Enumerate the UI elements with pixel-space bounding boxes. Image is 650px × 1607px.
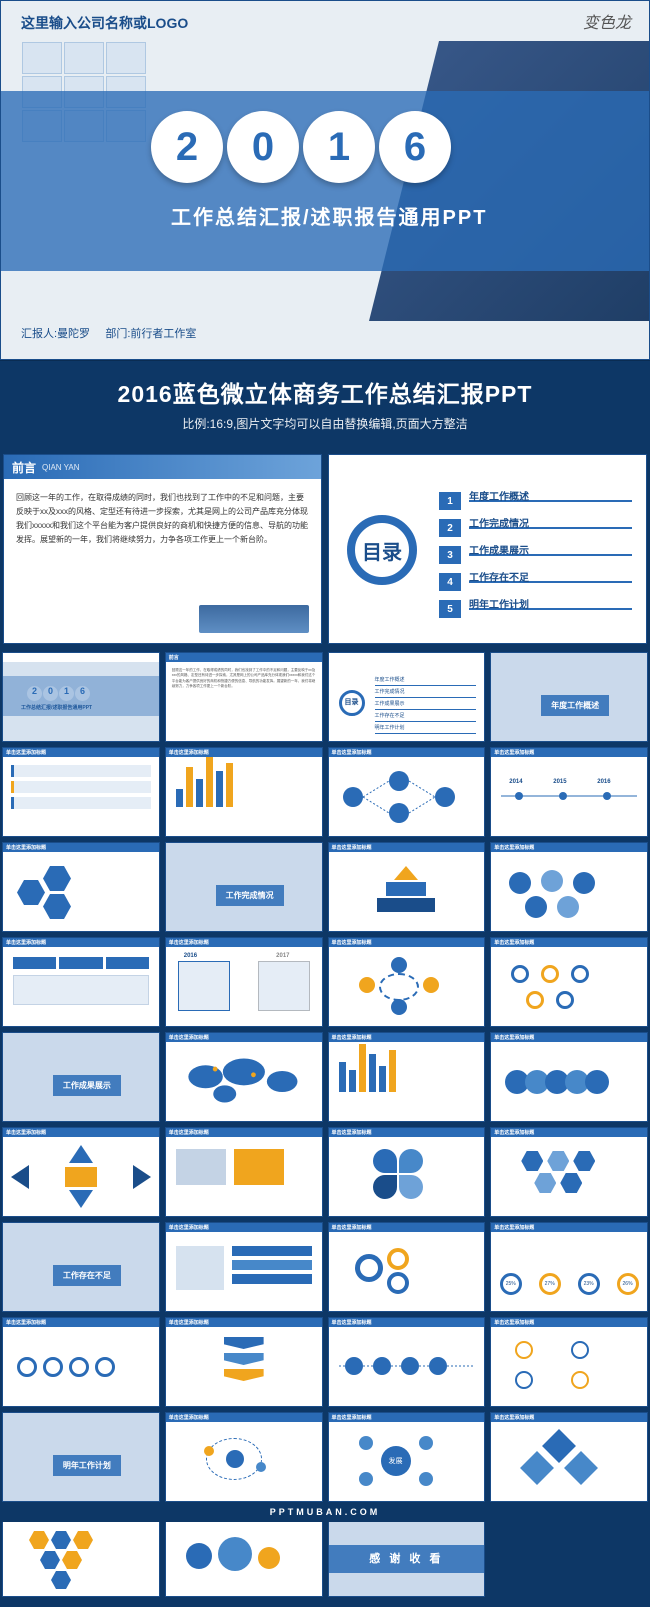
thumb-hex-grid: 单击这里添加标题 [490,1127,648,1217]
brand-watermark: 变色龙 [583,9,631,33]
toc-item: 3 [439,543,632,567]
dept-label: 部门: [105,328,130,340]
hero-subtitle: 工作总结汇报/述职报告通用PPT [171,201,487,230]
hero-slide: 这里输入公司名称或LOGO 变色龙 2 0 1 6 工作总结汇报/述职报告通用P… [0,0,650,360]
thumb-hexagons: 单击这里添加标题 [2,842,160,932]
footer: PPTMUBAN.COM [0,1504,650,1522]
thumb-ring-cluster: 单击这里添加标题 [490,937,648,1027]
mid-row: 前言 QIAN YAN 回顾这一年的工作，在取得成绩的同时，我们也找到了工作中的… [0,450,650,650]
year-digit: 6 [379,111,451,183]
thumb-section-4: 工作存在不足 [2,1222,160,1312]
banner-subtitle: 比例:16:9,图片文字均可以自由替换编辑,页面大方整洁 [8,415,642,432]
thumb-cycle: 单击这里添加标题 [328,937,486,1027]
preface-header: 前言 QIAN YAN [4,455,321,479]
thumb-diamond-cluster: 单击这里添加标题 [490,1412,648,1502]
thumb-bar-chart-2: 单击这里添加标题 [328,1032,486,1122]
thumb-arrows-cross: 单击这里添加标题 [2,1127,160,1217]
preface-pinyin: QIAN YAN [42,463,80,472]
thumb-gears: 单击这里添加标题 [328,1222,486,1312]
hero-meta: 汇报人:曼陀罗 部门:前行者工作室 [21,325,196,341]
year-circles: 2 0 1 6 [151,111,451,183]
thumb-preface-mini: 前言 回顾这一年的工作，在取得成绩的同时，我们也找到了工作中的不足和问题，主要反… [165,652,323,742]
thumb-boxes-lines: 单击这里添加标题 [490,1317,648,1407]
thumb-hands-list: 单击这里添加标题 [165,1222,323,1312]
banner: 2016蓝色微立体商务工作总结汇报PPT 比例:16:9,图片文字均可以自由替换… [0,360,650,450]
preface-body: 回顾这一年的工作，在取得成绩的同时，我们也找到了工作中的不足和问题，主要反映于x… [4,479,321,559]
preface-heading: 前言 [12,459,36,476]
banner-title: 2016蓝色微立体商务工作总结汇报PPT [8,375,642,409]
thumb-section-2: 工作完成情况 [165,842,323,932]
toc-heading: 目录 [362,536,402,565]
thumb: 单击这里添加标题 [2,747,160,837]
thumb-section-5: 明年工作计划 [2,1412,160,1502]
thumb-wave-chain: 单击这里添加标题 [2,1317,160,1407]
toc-list: 1 2 3 4 5 [439,489,632,624]
toc-item: 2 [439,516,632,540]
thumb-percents: 单击这里添加标题 25% 27% 23% 26% [490,1222,648,1312]
toc-item: 5 [439,597,632,621]
thumb-bar-chart: 单击这里添加标题 [165,747,323,837]
year-digit: 2 [151,111,223,183]
thumb-quad-petal: 单击这里添加标题 [328,1127,486,1217]
toc-slide: 目录 1 2 3 4 5 [328,454,647,644]
thumb-hero-mini: 2 0 1 6 工作总结汇报/述职报告通用PPT [2,652,160,742]
thumb-orbit: 单击这里添加标题 [165,1412,323,1502]
thumb-develop: 单击这里添加标题 发展 [328,1412,486,1502]
thumb-circle-cluster: 单击这里添加标题 [490,842,648,932]
preface-slide: 前言 QIAN YAN 回顾这一年的工作，在取得成绩的同时，我们也找到了工作中的… [3,454,322,644]
year-digit: 1 [303,111,375,183]
thumbnail-grid: 2 0 1 6 工作总结汇报/述职报告通用PPT 前言 回顾这一年的工作，在取得… [0,650,650,1607]
thumb-tabs: 单击这里添加标题 [2,937,160,1027]
logo-placeholder: 这里输入公司名称或LOGO [21,13,188,33]
thumb-toc-mini: 目录 年度工作概述 工作完成情况 工作成果展示 工作存在不足 明年工作计划 [328,652,486,742]
thumb-section-3: 工作成果展示 [2,1032,160,1122]
year-digit: 0 [227,111,299,183]
toc-ring: 目录 [347,515,417,585]
thumb-timeline: 单击这里添加标题 2014 2015 2016 [490,747,648,837]
thumb-overlap-circles: 单击这里添加标题 [490,1032,648,1122]
thumb-pyramid: 单击这里添加标题 [328,842,486,932]
thumb-chevron-down: 单击这里添加标题 [165,1317,323,1407]
thumb-photo-text: 单击这里添加标题 [165,1127,323,1217]
thumb-flow-icons: 单击这里添加标题 [328,1317,486,1407]
toc-item: 1 [439,489,632,513]
preface-people-graphic [199,605,309,633]
toc-item: 4 [439,570,632,594]
reporter-name: 曼陀罗 [57,328,90,340]
thumb-section-1: 年度工作概述 [490,652,648,742]
thumb-worldmap: 单击这里添加标题 [165,1032,323,1122]
dept-name: 前行者工作室 [130,328,196,340]
reporter-label: 汇报人: [21,328,57,340]
thumb-icon-flow: 单击这里添加标题 [328,747,486,837]
thumb-compare: 单击这里添加标题 2016 2017 [165,937,323,1027]
